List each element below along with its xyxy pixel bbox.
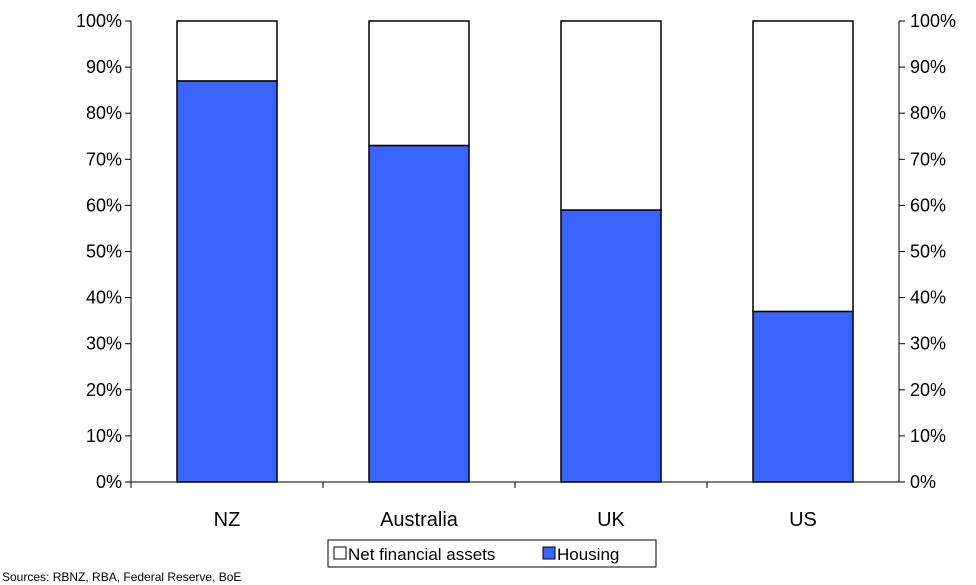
right-tick-label: 20% bbox=[910, 380, 946, 400]
source-note: Sources: RBNZ, RBA, Federal Reserve, BoE bbox=[2, 570, 241, 584]
left-tick-label: 70% bbox=[86, 149, 122, 169]
left-tick-label: 10% bbox=[86, 426, 122, 446]
right-y-axis: 0% 10% 20% 30% 40% 50% 60% 70% 80% 90% 100% bbox=[898, 11, 956, 492]
left-tick-label: 50% bbox=[86, 242, 122, 262]
right-tick-label: 10% bbox=[910, 426, 946, 446]
legend-label-net-financial-assets: Net financial assets bbox=[348, 545, 495, 564]
category-label-nz: NZ bbox=[214, 509, 241, 531]
legend-swatch-net-financial-assets bbox=[333, 546, 347, 560]
bars bbox=[176, 20, 854, 483]
right-tick-label: 40% bbox=[910, 288, 946, 308]
bar-net-financial-assets-us bbox=[752, 20, 854, 313]
legend: Net financial assets Housing bbox=[327, 539, 657, 568]
right-tick-label: 80% bbox=[910, 103, 946, 123]
bar-net-financial-assets-nz bbox=[176, 20, 278, 82]
left-tick-label: 0% bbox=[96, 472, 122, 492]
legend-swatch-housing bbox=[542, 546, 556, 560]
bar-housing-australia bbox=[368, 144, 470, 483]
right-tick-label: 0% bbox=[910, 472, 936, 492]
category-label-uk: UK bbox=[597, 509, 625, 531]
left-tick-label: 20% bbox=[86, 380, 122, 400]
bar-housing-nz bbox=[176, 80, 278, 483]
left-tick-label: 100% bbox=[76, 11, 122, 31]
category-label-australia: Australia bbox=[380, 509, 459, 531]
right-tick-label: 30% bbox=[910, 334, 946, 354]
right-tick-label: 70% bbox=[910, 149, 946, 169]
bar-housing-uk bbox=[560, 209, 662, 483]
left-tick-label: 40% bbox=[86, 288, 122, 308]
right-tick-label: 60% bbox=[910, 195, 946, 215]
category-labels: NZ Australia UK US bbox=[130, 482, 817, 531]
right-tick-label: 50% bbox=[910, 242, 946, 262]
left-tick-label: 30% bbox=[86, 334, 122, 354]
right-tick-label: 90% bbox=[910, 57, 946, 77]
bar-net-financial-assets-uk bbox=[560, 20, 662, 211]
left-tick-label: 90% bbox=[86, 57, 122, 77]
bar-housing-us bbox=[752, 310, 854, 483]
category-label-us: US bbox=[789, 509, 817, 531]
left-tick-label: 80% bbox=[86, 103, 122, 123]
left-tick-label: 60% bbox=[86, 195, 122, 215]
left-y-axis: 0% 10% 20% 30% 40% 50% 60% 70% 80% 90% 100% bbox=[76, 11, 899, 492]
legend-label-housing: Housing bbox=[557, 545, 619, 564]
right-tick-label: 100% bbox=[910, 11, 956, 31]
bar-net-financial-assets-australia bbox=[368, 20, 470, 147]
legend-box bbox=[327, 539, 657, 568]
